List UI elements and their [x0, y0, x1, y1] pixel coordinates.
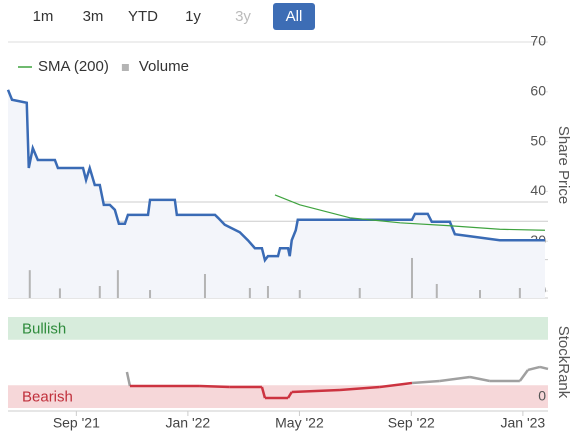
- rank-line-segment: [411, 379, 440, 385]
- volume-bar: [518, 288, 521, 298]
- y-axis-label: StockRank: [555, 326, 572, 399]
- range-button: 3y: [235, 8, 251, 25]
- volume-bar: [28, 270, 31, 298]
- volume-bar: [248, 288, 251, 298]
- range-buttons: 1m 3m YTD 1y 3y All: [18, 3, 315, 30]
- legend-swatch: [121, 64, 129, 71]
- rank-line-segment: [469, 375, 490, 383]
- rank-line-segment: [518, 369, 529, 382]
- legend-label: Volume: [139, 58, 189, 75]
- range-button[interactable]: YTD: [128, 8, 158, 25]
- rank-band: [8, 317, 548, 340]
- range-button[interactable]: 1y: [185, 8, 201, 25]
- volume-bar: [266, 286, 269, 298]
- rank-line-segment: [125, 371, 132, 387]
- sma-line: [274, 194, 545, 231]
- x-tick-label: Jan '22: [166, 415, 211, 431]
- rank-line-segment: [291, 388, 341, 394]
- band-label: Bearish: [22, 389, 73, 406]
- volume-bar: [478, 290, 481, 298]
- y-axis-label: Share Price: [555, 126, 572, 204]
- y-tick-label: 50: [530, 132, 546, 148]
- x-tick-label: Jan '23: [501, 415, 546, 431]
- range-button[interactable]: 1m: [32, 8, 54, 25]
- x-tick-label: Sep '22: [388, 415, 435, 431]
- rank-line-segment: [339, 385, 380, 392]
- y-tick-label: 70: [530, 33, 546, 49]
- x-tick-label: Sep '21: [53, 415, 100, 431]
- rank-line-segment: [199, 384, 230, 389]
- rank-line-segment: [286, 391, 293, 399]
- x-tick-label: May '22: [275, 415, 324, 431]
- range-button[interactable]: 3m: [82, 8, 104, 25]
- volume-bar: [410, 257, 413, 298]
- volume-bar: [98, 286, 101, 298]
- price-line: [6, 89, 545, 263]
- legend-label: SMA (200): [38, 58, 109, 75]
- volume-bar: [203, 274, 206, 298]
- volume-bar: [149, 290, 152, 298]
- volume-bar: [435, 283, 438, 298]
- volume-bar: [58, 288, 61, 298]
- rank-line-segment: [439, 375, 471, 383]
- volume-bar: [358, 288, 361, 298]
- range-button[interactable]: All: [273, 3, 315, 30]
- rank-band: [8, 385, 548, 408]
- rank-line-segment: [539, 365, 549, 371]
- y-tick-label: 40: [530, 182, 546, 198]
- price-area: [8, 89, 545, 298]
- y-tick-label: 60: [530, 83, 546, 99]
- y-tick-label: 0: [538, 388, 546, 404]
- rank-line-segment: [379, 381, 413, 389]
- rank-line-segment: [260, 386, 267, 399]
- rank-line-segment: [527, 365, 541, 372]
- volume-bar: [116, 270, 119, 298]
- volume-bar: [298, 290, 301, 298]
- band-label: Bullish: [22, 320, 66, 337]
